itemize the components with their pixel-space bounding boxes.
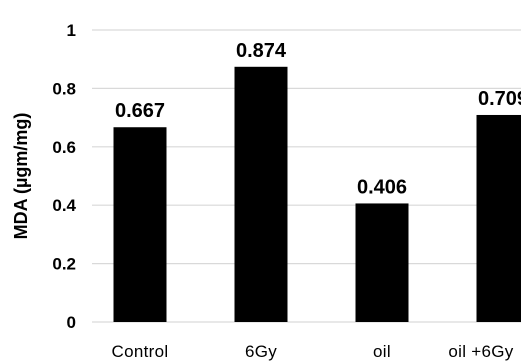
bar-oil-6gy — [476, 114, 521, 322]
x-category-label: oil +6Gy — [448, 342, 513, 361]
y-tick-label: 0.6 — [52, 138, 76, 157]
x-category-label: oil — [373, 342, 391, 361]
bar-control — [113, 127, 167, 323]
bars — [113, 66, 521, 323]
data-labels: 0.667 0.874 0.406 0.709 — [115, 40, 521, 199]
data-label: 0.874 — [236, 40, 287, 62]
y-axis-ticks: 0 0.2 0.4 0.6 0.8 1 — [52, 21, 76, 332]
x-category-label: 6Gy — [245, 342, 277, 361]
bar-6gy — [234, 66, 288, 323]
y-axis-label: MDA (µgm/mg) — [11, 113, 31, 240]
y-tick-label: 0.8 — [52, 79, 76, 98]
x-category-label: Control — [112, 342, 169, 361]
bar-oil — [355, 203, 409, 322]
data-label: 0.667 — [115, 100, 165, 122]
y-tick-label: 0 — [67, 313, 76, 332]
y-tick-label: 0.4 — [52, 196, 76, 215]
data-label: 0.709 — [478, 88, 521, 110]
x-axis-categories: Control 6Gy oil oil +6Gy — [112, 342, 514, 361]
y-tick-label: 1 — [67, 21, 76, 40]
y-tick-label: 0.2 — [52, 255, 76, 274]
data-label: 0.406 — [357, 176, 407, 198]
